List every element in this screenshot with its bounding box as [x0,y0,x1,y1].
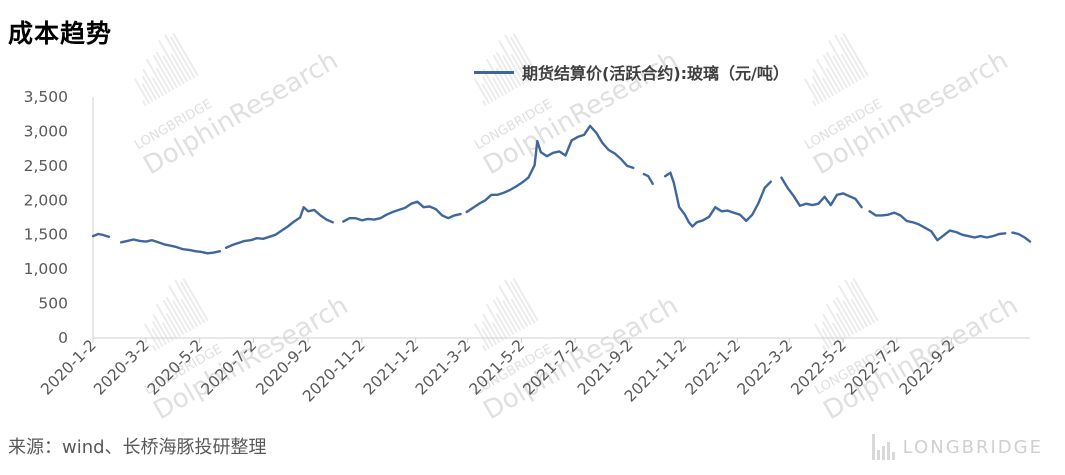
watermark-logo-icon [813,277,879,352]
x-tick-label: 2022-1-2 [682,336,744,398]
series-line [663,171,772,228]
legend-label: 期货结算价(活跃合约):玻璃（元/吨） [522,64,789,83]
series-layer [91,124,1032,255]
watermark-logo-icon [473,277,539,352]
series-line [119,238,222,255]
watermark-logo-icon [143,277,209,352]
x-tick-label: 2022-3-2 [734,336,796,398]
brand-logo-icon [871,434,897,460]
y-tick-label: 500 [38,295,68,313]
series-line [342,200,462,223]
brand-watermark-text: LONGBRIDGE [902,436,1043,458]
watermark-logo-icon [133,32,199,107]
y-tick-label: 3,000 [24,122,68,140]
x-tick-label: 2021-1-2 [360,336,422,398]
y-tick-label: 1,000 [24,260,68,278]
y-tick-label: 0 [58,329,68,347]
x-tick-label: 2020-1-2 [37,336,99,398]
series-line [780,176,863,209]
watermark-logo-icon [803,32,869,107]
series-line [868,210,1007,242]
series-line [465,124,635,214]
chart-legend: 期货结算价(活跃合约):玻璃（元/吨） [474,60,789,84]
legend-swatch [474,70,514,74]
y-tick-label: 2,000 [24,191,68,209]
series-line [224,205,334,250]
series-line [91,232,111,239]
y-tick-label: 1,500 [24,226,68,244]
series-line [1011,231,1032,243]
chart-title: 成本趋势 [8,19,113,48]
x-tick-label: 2021-3-2 [412,336,474,398]
y-tick-label: 3,500 [24,88,68,106]
source-note: 来源：wind、长桥海豚投研整理 [8,437,267,458]
series-line [642,172,654,186]
watermark-logo-icon [473,32,539,107]
x-tick-label: 2020-3-2 [90,336,152,398]
brand-watermark: LONGBRIDGE [871,434,1043,460]
y-tick-label: 2,500 [24,157,68,175]
